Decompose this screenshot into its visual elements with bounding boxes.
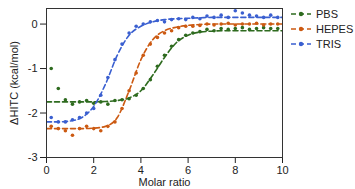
svg-text:-2: -2 [28,107,38,119]
svg-text:10: 10 [276,164,288,176]
svg-text:ΔHITC (kcal/mol): ΔHITC (kcal/mol) [8,41,20,125]
svg-text:0: 0 [31,18,37,30]
html-text:PBS: PBS [316,7,338,20]
svg-text:0: 0 [43,164,49,176]
svg-text:6: 6 [185,164,191,176]
svg-text:8: 8 [232,164,238,176]
svg-text:4: 4 [138,164,144,176]
svg-text:-1: -1 [28,62,38,74]
html-text:HEPES: HEPES [316,22,354,35]
html-text:TRIS: TRIS [316,37,342,50]
svg-text:-3: -3 [28,151,38,163]
svg-text:Molar ratio: Molar ratio [139,176,191,188]
svg-text:2: 2 [91,164,97,176]
